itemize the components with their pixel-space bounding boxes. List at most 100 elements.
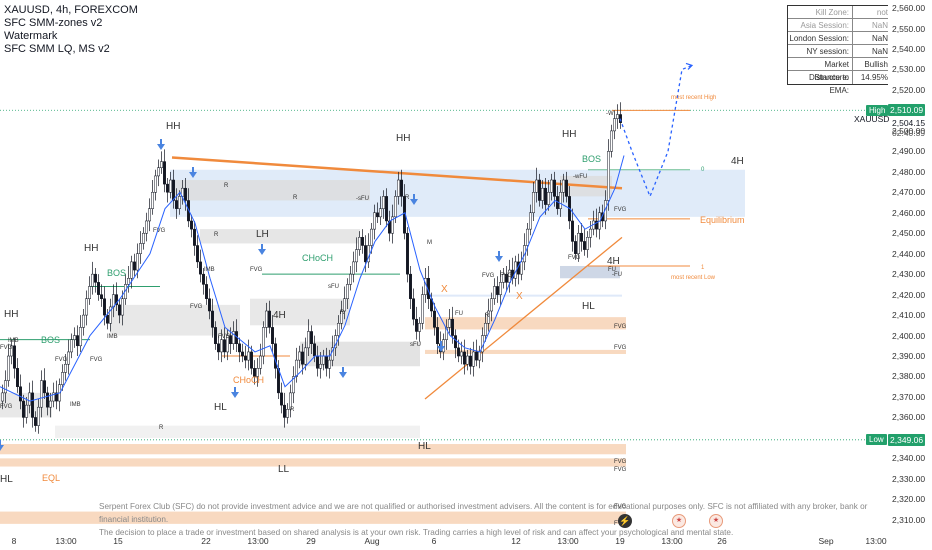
candle-body: [169, 179, 172, 193]
time-tick: 12: [511, 536, 521, 546]
candle-body: [478, 351, 481, 361]
session-info-table: Kill Zone: not Asia Session: NaN London Sess…: [787, 5, 891, 95]
candle-body: [148, 208, 151, 222]
hh-label: HH: [396, 133, 411, 144]
indicator-sfc-smm-zones[interactable]: SFC SMM-zones v2: [4, 17, 103, 29]
candle-body: [295, 359, 298, 377]
price-axis[interactable]: 2,560.00 2,550.00 2,540.00 2,530.00 2,520.00…: [888, 0, 932, 540]
fu-label: FU: [608, 267, 616, 273]
candle-body: [106, 314, 109, 324]
price-tick: 2,310.00: [892, 514, 926, 525]
candle-body: [565, 179, 568, 197]
fvg-label: FVG: [614, 207, 627, 213]
candle-body: [100, 294, 103, 299]
time-tick: 6: [431, 536, 437, 546]
projection-path: [619, 64, 693, 199]
candle-body: [328, 359, 331, 369]
candle-body: [595, 220, 598, 230]
candle-body: [79, 327, 82, 347]
bos-label: BOS: [107, 268, 127, 278]
candle-body: [547, 192, 550, 205]
us-flag-event-icon[interactable]: ★: [709, 514, 723, 528]
candle-body: [562, 179, 565, 193]
candle-body: [457, 347, 460, 357]
bos-label: BOS: [41, 335, 61, 345]
candle-body: [34, 417, 37, 426]
most-recent-low-label: most recent Low: [671, 275, 716, 281]
indicator-watermark[interactable]: Watermark: [4, 30, 58, 42]
symbol-line[interactable]: XAUUSD, 4h, FOREXCOM: [4, 4, 138, 16]
hl-label: HL: [582, 301, 595, 312]
time-tick: 15: [113, 536, 123, 546]
price-tick: 2,560.00: [892, 3, 926, 14]
candle-body: [259, 355, 262, 369]
fvg-label: FVG: [614, 345, 627, 351]
fvg-label: FVG: [500, 273, 513, 279]
candle-body: [232, 331, 235, 345]
candle-body: [535, 179, 538, 193]
price-tick: 2,430.00: [892, 269, 926, 280]
range-label: R: [224, 183, 229, 189]
candle-body: [415, 318, 418, 332]
candle-body: [571, 220, 574, 242]
candle-body: [97, 282, 100, 295]
price-tick: 2,330.00: [892, 473, 926, 484]
candle-body: [451, 318, 454, 336]
discount-zone: [425, 294, 622, 297]
lightning-icon[interactable]: ⚡: [618, 514, 632, 528]
info-key: NY session:: [788, 45, 853, 57]
candle-body: [322, 355, 325, 365]
info-row: Market Structure: Bullish: [788, 58, 890, 82]
candle-body: [490, 298, 493, 312]
range-zone: [55, 425, 420, 438]
time-tick: Aug: [364, 536, 380, 546]
candle-body: [610, 130, 613, 152]
time-axis[interactable]: 8 13:00 15 22 13:00 29 Aug 6 12 13:00 19 13:00 26 Sep…: [0, 532, 888, 550]
candle-body: [601, 212, 604, 222]
candle-body: [247, 351, 250, 361]
price-tick: 2,440.00: [892, 248, 926, 259]
info-key: Market Structure:: [788, 58, 853, 82]
candle-body: [280, 392, 283, 406]
candle-body: [583, 241, 586, 250]
candle-body: [445, 327, 448, 340]
candle-body: [541, 187, 544, 201]
candle-body: [532, 192, 535, 214]
candle-body: [379, 208, 382, 218]
info-value: NaN: [871, 21, 888, 30]
price-tick: 2,490.00: [892, 146, 926, 157]
candle-body: [310, 331, 313, 345]
candle-body: [73, 335, 76, 340]
time-tick: 26: [717, 536, 727, 546]
candle-body: [265, 310, 268, 328]
range-zone: [300, 341, 420, 367]
range-zone: [110, 304, 240, 336]
candle-body: [298, 351, 301, 361]
choch-label: CHoCH: [302, 253, 334, 263]
price-tick: 2,450.00: [892, 228, 926, 239]
candle-body: [19, 386, 22, 402]
candle-body: [103, 298, 106, 316]
candle-body: [160, 161, 163, 168]
candle-body: [373, 212, 376, 230]
fvg-zone: [425, 317, 626, 330]
candle-body: [52, 392, 55, 402]
time-tick: 22: [201, 536, 211, 546]
indicator-sfc-smm-lq[interactable]: SFC SMM LQ, MS v2: [4, 43, 110, 55]
fu-label: FU: [455, 311, 463, 317]
imb-label: IMB: [204, 267, 215, 273]
current-symbol: XAUUSD: [854, 114, 890, 124]
candle-body: [184, 187, 187, 201]
candle-body: [343, 298, 346, 312]
price-tick: 2,420.00: [892, 289, 926, 300]
price-chart[interactable]: [0, 0, 888, 532]
candle-body: [472, 351, 475, 367]
candle-body: [448, 318, 451, 328]
candle-body: [526, 228, 529, 246]
candle-body: [487, 310, 490, 324]
us-flag-event-icon[interactable]: ★: [672, 514, 686, 528]
level-zero-label: 0: [701, 167, 705, 173]
candle-body: [28, 392, 31, 406]
fvg-label: FVG: [218, 334, 231, 340]
